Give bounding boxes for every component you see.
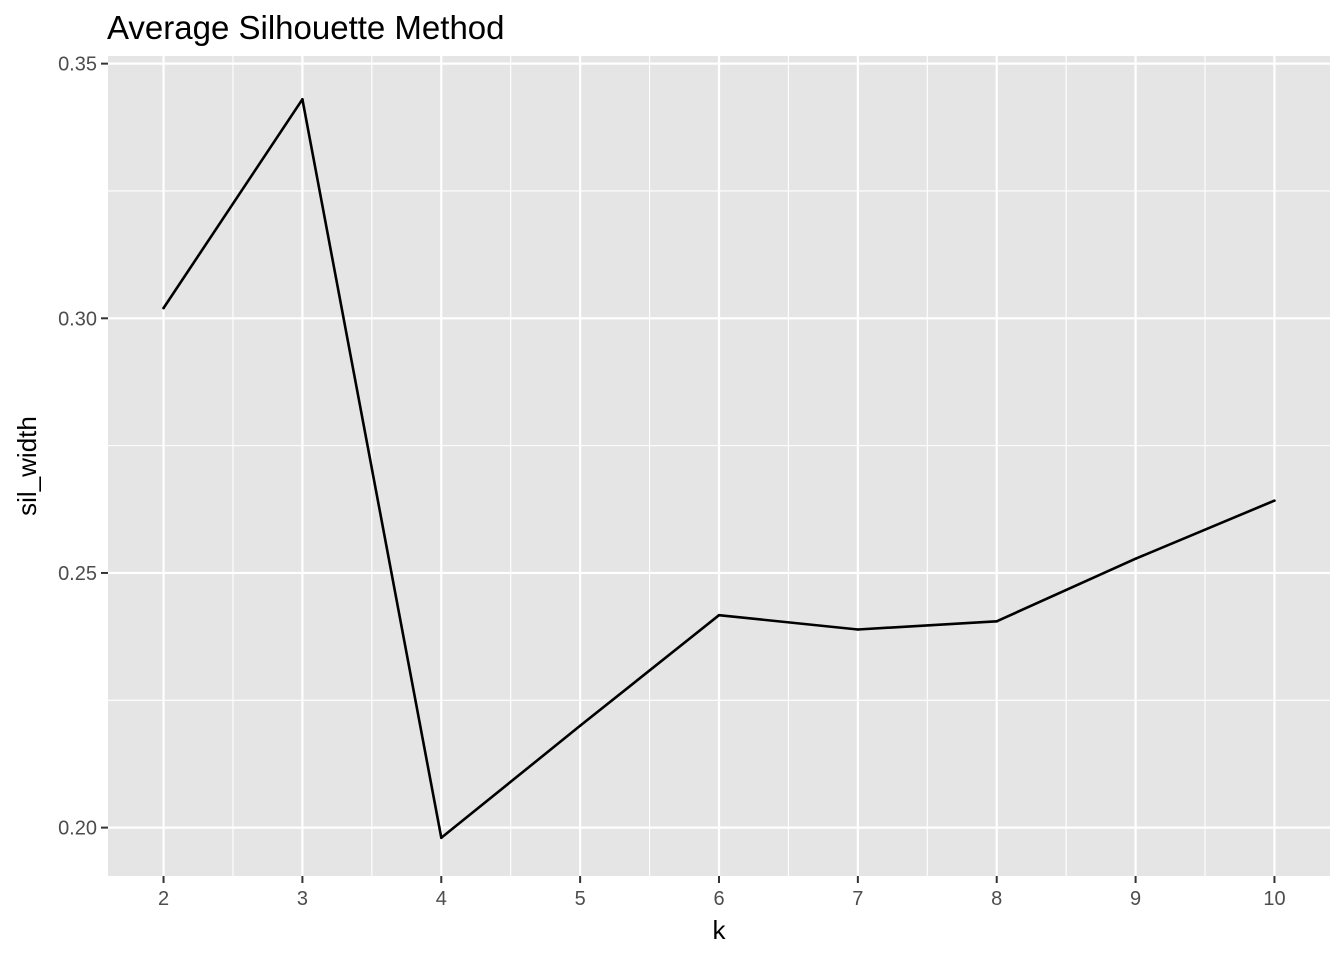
y-tick-label: 0.20 bbox=[58, 818, 97, 840]
y-tick-label: 0.25 bbox=[58, 563, 97, 585]
x-tick-label: 2 bbox=[158, 888, 169, 910]
chart-title: Average Silhouette Method bbox=[107, 9, 505, 46]
y-axis: 0.20 0.25 0.30 0.35 bbox=[58, 54, 108, 840]
x-axis-title: k bbox=[713, 915, 727, 945]
x-tick-label: 8 bbox=[991, 888, 1002, 910]
y-tick-label: 0.30 bbox=[58, 308, 97, 330]
x-tick-label: 9 bbox=[1130, 888, 1141, 910]
data-point bbox=[439, 836, 443, 840]
data-point bbox=[301, 97, 304, 101]
y-tick-label: 0.35 bbox=[58, 54, 97, 76]
data-point bbox=[1134, 557, 1137, 560]
data-point bbox=[717, 613, 721, 617]
x-tick-label: 4 bbox=[436, 888, 447, 910]
x-tick-label: 3 bbox=[297, 888, 308, 910]
x-tick-label: 5 bbox=[575, 888, 586, 910]
data-point bbox=[162, 306, 165, 310]
x-axis: 2 3 4 5 6 7 8 9 10 bbox=[158, 876, 1286, 910]
major-gridlines bbox=[108, 56, 1330, 876]
series-layer bbox=[162, 97, 1276, 840]
x-tick-label: 6 bbox=[713, 888, 724, 910]
data-point bbox=[995, 620, 999, 623]
y-axis-title: sil_width bbox=[12, 416, 42, 516]
data-point bbox=[578, 724, 582, 728]
data-point bbox=[856, 628, 860, 631]
x-tick-label: 7 bbox=[852, 888, 863, 910]
data-point bbox=[1273, 499, 1276, 502]
x-tick-label: 10 bbox=[1263, 888, 1285, 910]
